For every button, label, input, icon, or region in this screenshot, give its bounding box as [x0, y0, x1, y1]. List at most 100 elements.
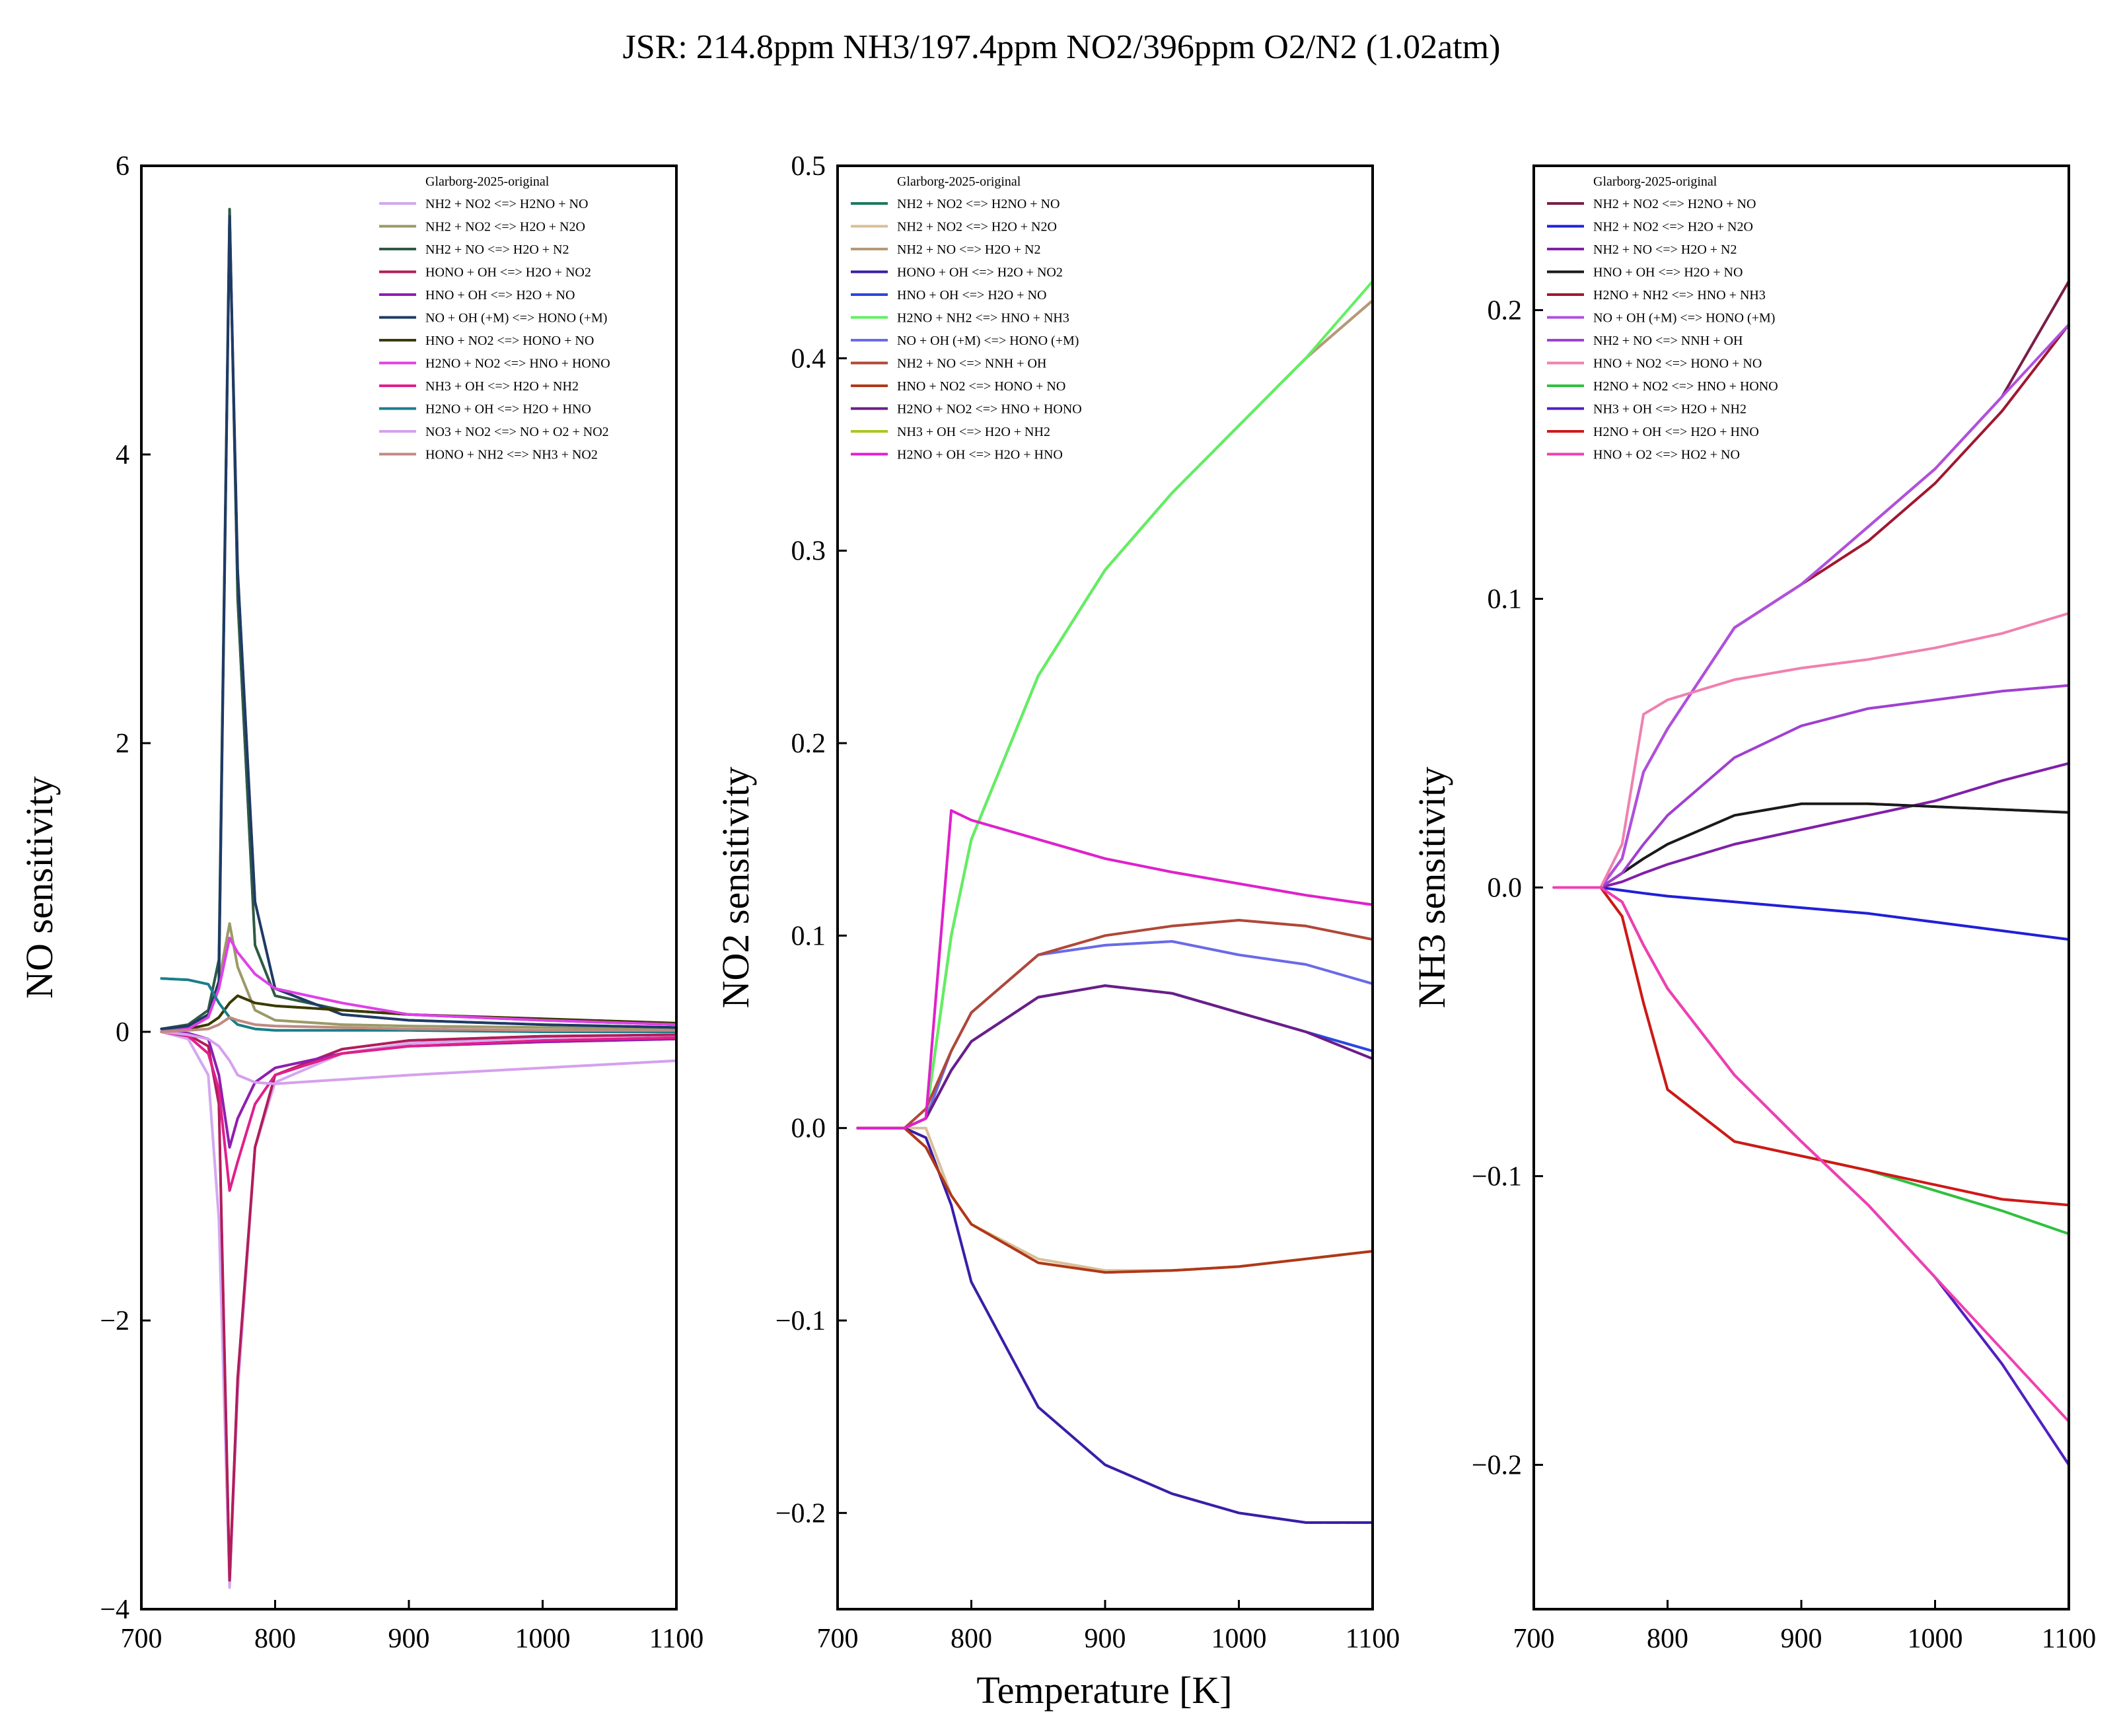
legend: Glarborg-2025-original NH2 + NO2 <=> H2NO… [379, 174, 610, 462]
legend-entry: NH2 + NO2 <=> H2NO + NO [425, 197, 588, 211]
series-line [856, 1126, 1373, 1274]
legend-entry: HNO + NO2 <=> HONO + NO [425, 334, 594, 348]
legend-entry: NH3 + OH <=> H2O + NH2 [1593, 402, 1746, 417]
series-line [160, 1031, 676, 1085]
series-line [1552, 886, 2069, 941]
panels: 700 800 900 1000 1100 −4 −2 0 2 4 6 NO sensitivity G… [18, 151, 2096, 1654]
series-line [1552, 886, 2069, 1466]
series-line [160, 1031, 676, 1582]
series-line [856, 1126, 1373, 1524]
series-line [856, 809, 1373, 1130]
x-tick-label: 1000 [515, 1624, 571, 1654]
series-line [160, 1031, 676, 1149]
series-line [160, 207, 676, 1031]
legend-entry: H2NO + NO2 <=> HNO + HONO [897, 402, 1082, 417]
x-tick-label: 1100 [2042, 1624, 2096, 1654]
series-line [1552, 803, 2069, 889]
series-line [160, 1031, 676, 1149]
y-tick-label: −0.1 [775, 1306, 826, 1336]
series-line [160, 1031, 676, 1582]
x-tick-label: 700 [817, 1624, 859, 1654]
x-tick-label: 900 [1781, 1624, 1822, 1654]
x-tick-label: 800 [254, 1624, 296, 1654]
x-tick-label: 1000 [1908, 1624, 1963, 1654]
x-axis-label: Temperature [K] [976, 1669, 1232, 1712]
series-line [1552, 886, 2069, 1235]
legend-entry: NH2 + NO <=> H2O + N2 [897, 242, 1041, 257]
legend-entry: HNO + OH <=> H2O + NO [897, 288, 1046, 303]
series-line [856, 1126, 1373, 1524]
x-tick-label: 800 [951, 1624, 992, 1654]
x-tick-label: 700 [121, 1624, 162, 1654]
series-line [856, 809, 1373, 1130]
y-axis-label: NO sensitivity [18, 776, 61, 999]
series-line [1552, 612, 2069, 889]
series-line [1552, 886, 2069, 1466]
series-line [1552, 886, 2069, 941]
y-axis-label: NO2 sensitivity [714, 767, 757, 1009]
series-line [1552, 803, 2069, 889]
y-tick-label: −0.2 [1472, 1451, 1522, 1481]
series-group [856, 279, 1373, 1524]
chart-panel-1: 700 800 900 1000 1100 −4 −2 0 2 4 6 NO sensitivity G… [18, 151, 703, 1654]
y-tick-label: −0.2 [775, 1498, 826, 1529]
legend-entry: HNO + OH <=> H2O + NO [1593, 266, 1743, 280]
series-line [856, 809, 1373, 1130]
series-line [1552, 684, 2069, 889]
series-line [160, 1031, 676, 1192]
series-line [856, 809, 1373, 1130]
series-line [1552, 886, 2069, 1235]
series-line [1552, 762, 2069, 889]
series-line [856, 919, 1373, 1130]
y-tick-label: 0.0 [791, 1114, 826, 1144]
chart-panel-2: 700 800 900 1000 1100 −0.2 −0.1 0.0 0.1 0.2 0.3 0.4… [714, 151, 1400, 1654]
legend-entry: HONO + OH <=> H2O + NO2 [425, 266, 591, 280]
series-line [856, 809, 1373, 1130]
y-tick-label: 0.4 [791, 344, 826, 374]
y-axis-label: NH3 sensitivity [1410, 767, 1453, 1009]
x-tick-label: 800 [1647, 1624, 1688, 1654]
y-tick-label: 2 [116, 729, 129, 759]
series-line [856, 1126, 1373, 1524]
series-line [856, 1126, 1373, 1272]
y-tick-label: −0.1 [1472, 1162, 1522, 1192]
series-line [160, 1031, 676, 1192]
legend-entry: NO + OH (+M) <=> HONO (+M) [1593, 311, 1775, 326]
y-tick-label: 0 [116, 1017, 129, 1048]
legend-entry: NO3 + NO2 <=> NO + O2 + NO2 [425, 425, 609, 439]
legend-entry: NH2 + NO <=> H2O + N2 [425, 242, 569, 257]
legend-entry: HONO + NH2 <=> NH3 + NO2 [425, 448, 598, 462]
figure-title: JSR: 214.8ppm NH3/197.4ppm NO2/396ppm O2… [623, 28, 1501, 66]
series-line [160, 1031, 676, 1149]
chart-panel-3: 700 800 900 1000 1100 −0.2 −0.1 0.0 0.1 0.2 NH3 se… [1410, 164, 2096, 1654]
legend-entry: NO + OH (+M) <=> HONO (+M) [897, 334, 1079, 348]
plot-frame [140, 164, 678, 1610]
series-line [1552, 886, 2069, 941]
series-line [1552, 886, 2069, 1466]
series-line [1552, 802, 2069, 889]
legend-entry: NO + OH (+M) <=> HONO (+M) [425, 311, 607, 326]
legend-entry: HNO + O2 <=> HO2 + NO [1593, 448, 1740, 462]
series-line [856, 940, 1373, 1130]
series-line [856, 809, 1373, 1130]
y-tick-label: −2 [100, 1306, 129, 1336]
series-line [1552, 803, 2069, 889]
legend-entry: H2NO + OH <=> H2O + HNO [1593, 425, 1759, 439]
y-tick-label: 0.1 [791, 921, 826, 951]
series-line [1552, 612, 2069, 889]
x-tick-label: 900 [1085, 1624, 1126, 1654]
series-line [856, 1126, 1373, 1524]
legend-entry: NH3 + OH <=> H2O + NH2 [897, 425, 1050, 439]
series-line [160, 1016, 676, 1033]
x-tick-label: 1000 [1211, 1624, 1267, 1654]
legend-entry: NH2 + NO <=> H2O + N2 [1593, 242, 1737, 257]
series-line [1552, 886, 2069, 1235]
legend-entry: NH2 + NO <=> NNH + OH [897, 357, 1046, 371]
series-line [856, 809, 1373, 1130]
legend-entry: NH2 + NO2 <=> H2O + N2O [425, 220, 585, 235]
series-line [1552, 762, 2069, 889]
series-line [1552, 886, 2069, 1423]
y-tick-label: 4 [116, 440, 129, 470]
y-tick-label: 0.1 [1488, 585, 1523, 615]
